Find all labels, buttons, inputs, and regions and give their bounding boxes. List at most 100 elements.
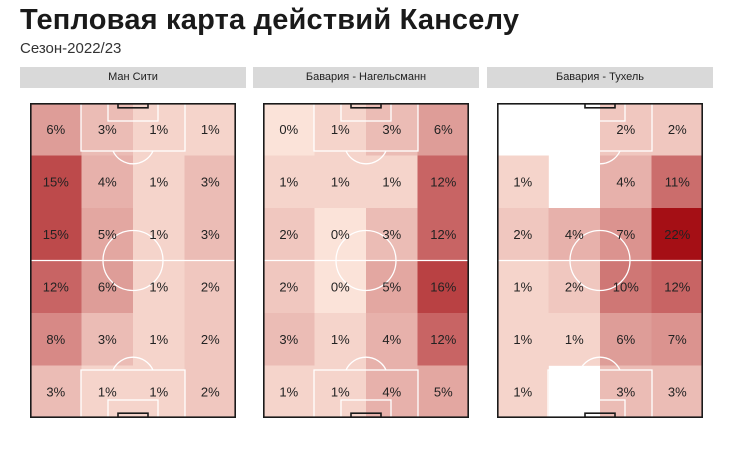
center-circle: [102, 229, 164, 292]
cell-value-label: 2%: [201, 384, 220, 399]
heat-cell: [600, 103, 652, 156]
cell-value-label: 5%: [434, 384, 453, 399]
heat-cell: [600, 208, 652, 261]
cell-value-label: 2%: [201, 332, 220, 347]
cell-value-label: 0%: [279, 122, 298, 137]
cell-value-label: 2%: [616, 122, 635, 137]
cell-value-label: 22%: [664, 227, 690, 242]
heat-cell: [366, 155, 418, 209]
cell-value-label: 3%: [279, 332, 298, 347]
heat-cell: [417, 365, 469, 418]
cell-value-label: 1%: [149, 174, 168, 189]
pitch-heatmap: 6% 3% 1% 1% 15% 4% 1% 3% 15% 5% 1% 3% 12% 6% 1% 2% 8% 3% 1…: [30, 103, 236, 418]
pitch-markings: [263, 103, 469, 418]
cell-value-label: 1%: [382, 174, 401, 189]
cell-value-label: 1%: [565, 332, 584, 347]
cell-value-label: 1%: [201, 122, 220, 137]
heat-cell: [133, 365, 185, 418]
cell-value-label: 3%: [382, 122, 401, 137]
penalty-box-bottom: [547, 369, 653, 418]
pitch-border: [497, 103, 703, 418]
heat-cell: [184, 208, 236, 261]
heat-cell: [651, 365, 703, 418]
cell-value-label: 3%: [382, 227, 401, 242]
penalty-arc-top: [579, 150, 621, 165]
heat-cell: [314, 155, 367, 209]
cell-value-label: 1%: [513, 174, 532, 189]
penalty-arc-bottom: [345, 356, 387, 371]
cell-value-label: 1%: [149, 227, 168, 242]
heat-cell: [548, 313, 601, 366]
cell-value-label: 1%: [149, 279, 168, 294]
cell-value-label: 1%: [98, 384, 117, 399]
heat-cell: [184, 365, 236, 418]
center-circle: [569, 229, 631, 292]
goal-bottom: [117, 412, 149, 418]
cell-value-label: 12%: [430, 332, 456, 347]
heat-cell: [417, 208, 469, 261]
cell-value-label: 1%: [279, 384, 298, 399]
heat-cell: [497, 313, 549, 366]
heat-cells: [30, 103, 236, 418]
cell-value-label: 12%: [43, 279, 69, 294]
heat-cell: [263, 103, 315, 156]
heat-cell: [133, 260, 185, 314]
cell-value-label: 16%: [430, 279, 456, 294]
goal-area-bottom: [574, 399, 626, 418]
cell-value-label: 4%: [382, 384, 401, 399]
heat-cell: [497, 155, 549, 209]
cell-value-label: 1%: [513, 279, 532, 294]
heat-cell: [263, 155, 315, 209]
cell-labels: 6% 3% 1% 1% 15% 4% 1% 3% 15% 5% 1% 3% 12% 6% 1% 2% 8% 3% 1…: [43, 122, 220, 400]
cell-value-label: 2%: [513, 227, 532, 242]
heat-cell: [263, 365, 315, 418]
cell-value-label: 2%: [279, 279, 298, 294]
cell-value-label: 2%: [565, 279, 584, 294]
heat-cell: [651, 103, 703, 156]
heat-cell: [600, 313, 652, 366]
penalty-arc-top: [112, 150, 154, 165]
cell-value-label: 4%: [616, 174, 635, 189]
heat-cell: [314, 208, 367, 261]
heat-cell: [548, 208, 601, 261]
heat-cell: [30, 103, 82, 156]
heat-cell: [81, 155, 134, 209]
heat-cell: [263, 260, 315, 314]
cell-value-label: 6%: [98, 279, 117, 294]
cell-value-label: 2%: [279, 227, 298, 242]
cell-value-label: 4%: [98, 174, 117, 189]
goal-top: [117, 103, 149, 109]
heat-cell: [651, 313, 703, 366]
heatmap-panel-man-city: Ман Сити 6% 3% 1% 1% 15% 4% 1% 3% 15% 5% 1% 3% 12% 6%…: [20, 67, 246, 418]
cell-value-label: 6%: [46, 122, 65, 137]
heat-cell: [497, 208, 549, 261]
cell-value-label: 6%: [616, 332, 635, 347]
pitch-markings: [497, 103, 703, 418]
goal-area-top: [340, 103, 392, 122]
heat-cell: [366, 313, 418, 366]
heat-cell: [417, 313, 469, 366]
heat-cells: [263, 103, 469, 418]
cell-value-label: 15%: [43, 227, 69, 242]
heat-cell: [548, 260, 601, 314]
panel-header: Бавария - Тухель: [487, 67, 713, 88]
heat-cell: [600, 155, 652, 209]
cell-value-label: 12%: [430, 174, 456, 189]
heat-cell: [30, 313, 82, 366]
pitch-heatmap: 0% 1% 3% 6% 1% 1% 1% 12% 2% 0% 3% 12% 2% 0% 5% 16% 3% 1% 4…: [263, 103, 469, 418]
cell-value-label: 1%: [331, 332, 350, 347]
cell-value-label: 8%: [46, 332, 65, 347]
cell-value-label: 7%: [668, 332, 687, 347]
cell-value-label: 3%: [616, 384, 635, 399]
goal-top: [584, 103, 616, 109]
heat-cell: [133, 103, 185, 156]
goal-bottom: [350, 412, 382, 418]
heat-cell: [30, 260, 82, 314]
heat-cell: [184, 313, 236, 366]
cell-value-label: 2%: [201, 279, 220, 294]
heat-cell: [366, 208, 418, 261]
heat-cell: [133, 313, 185, 366]
heat-cell: [30, 155, 82, 209]
heat-cell: [314, 313, 367, 366]
page-subtitle: Сезон-2022/23: [20, 40, 122, 57]
